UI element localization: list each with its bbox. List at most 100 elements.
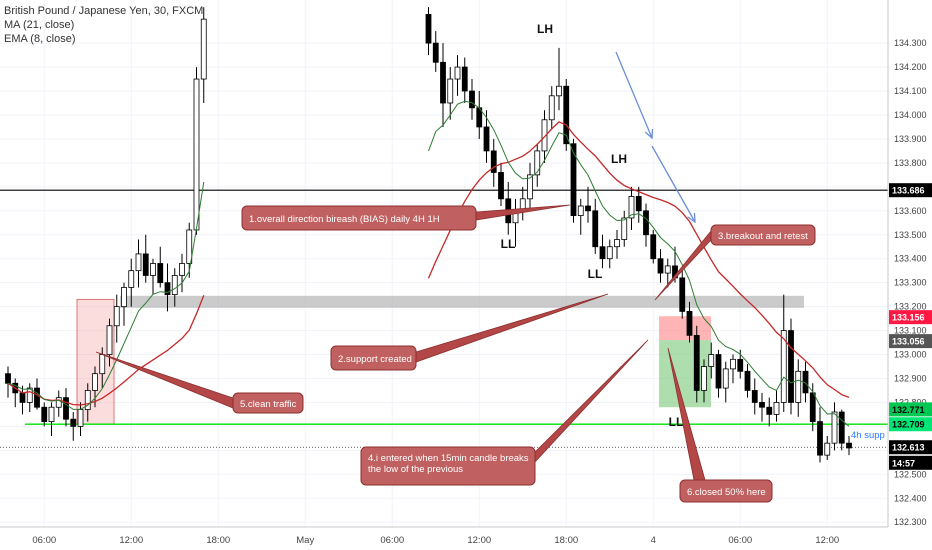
candle-body (788, 330, 794, 403)
candle-body (70, 418, 77, 427)
x-tick-label: 12:00 (119, 535, 143, 546)
candle-body (157, 263, 164, 284)
candle-body (722, 368, 729, 389)
candle-body (715, 354, 722, 389)
price-tag: 132.613 (889, 440, 932, 455)
price-tag: 132.771 (889, 402, 932, 417)
candle-body (548, 95, 555, 121)
price-tag: 133.056 (889, 334, 932, 349)
x-tick-label: 06:00 (380, 535, 404, 546)
candle-body (193, 78, 200, 231)
candle-body (686, 311, 693, 336)
candle-body (585, 205, 591, 212)
price-tag: 133.686 (889, 183, 932, 198)
price-tag: 14:57 (889, 455, 932, 470)
annotation-text: 4.i entered when 15min candle breaks the … (368, 453, 529, 475)
annotation-box (360, 446, 536, 486)
trend-arrow-head (644, 128, 654, 140)
candle-body (606, 246, 613, 260)
candle-body (831, 411, 838, 444)
candle-body (817, 421, 823, 456)
zones (76, 295, 804, 425)
price-tag-text: 133.156 (892, 313, 925, 323)
x-tick-label: 4 (651, 535, 656, 546)
candle-body (92, 373, 98, 391)
candle-body (77, 409, 84, 427)
candle-body (432, 42, 439, 63)
candle-body (454, 66, 461, 80)
price-tag-text: 133.686 (892, 186, 925, 196)
ema8-line (7, 181, 205, 410)
candle-body (179, 263, 185, 276)
candle-body (693, 334, 700, 391)
candle-body (490, 150, 497, 173)
candle-body (679, 277, 686, 312)
candle-body (751, 390, 758, 403)
candle-body (150, 263, 156, 276)
annotation-2: 2.support created (330, 293, 609, 371)
y-tick-label: 134.100 (894, 86, 927, 96)
y-tick-label: 134.200 (894, 62, 927, 72)
ma21-line (427, 121, 850, 399)
y-tick-label: 133.300 (894, 278, 927, 288)
swing-label: LL (501, 237, 516, 251)
candle-body (737, 358, 744, 372)
candle-body (643, 210, 649, 236)
candle-body (164, 282, 171, 296)
candle-body (563, 85, 570, 145)
candle-body (744, 370, 751, 391)
candle-body (534, 150, 541, 176)
legend-ema: EMA (8, close) (4, 33, 76, 45)
candle-body (838, 411, 845, 444)
price-tag-bg (889, 417, 932, 432)
candle-body (570, 143, 577, 216)
annotation-3: 3.breakout and retest (654, 224, 816, 301)
price-tag-bg (889, 334, 932, 349)
time-axis: 06:00 12:00 18:00 May 06:00 12:00 18:00 4 06:00 1… (0, 526, 888, 546)
annotation-1: 1.overall direction bireash (BIAS) daily… (241, 204, 571, 231)
trend-arrow (651, 145, 696, 223)
x-tick-label: 06:00 (728, 535, 752, 546)
annotation-text: 5.clean traffic (240, 399, 297, 410)
candle-body (556, 85, 562, 97)
x-tick-label: 12:00 (467, 535, 491, 546)
candle-body (63, 397, 69, 420)
candle-body (440, 61, 446, 104)
swing-label: LH (537, 22, 553, 36)
price-tag-bg (889, 310, 932, 325)
candle-body (780, 330, 787, 403)
y-tick-label: 133.200 (894, 302, 927, 312)
moving-averages (7, 100, 850, 427)
chart-legend: British Pound / Japanese Yen, 30, FXCM M… (4, 4, 203, 46)
trend-arrow-head (687, 212, 696, 224)
price-tag-bg (889, 440, 932, 455)
annotation-6: 6.closed 50% here (667, 347, 773, 503)
annotation-pointer (95, 351, 234, 409)
y-tick-label: 132.900 (894, 373, 927, 383)
candle-body (200, 18, 207, 80)
annotation-text: 1.overall direction bireash (BIAS) daily… (249, 214, 440, 225)
candle-body (701, 366, 707, 391)
price-tag: 132.709 (889, 417, 932, 432)
candle-body (55, 397, 62, 408)
candle-body (106, 325, 113, 355)
y-tick-label: 133.100 (894, 326, 927, 336)
x-tick-label: 18:00 (554, 535, 578, 546)
price-tag-text: 132.709 (892, 420, 925, 430)
swing-label: LH (611, 152, 627, 166)
candle-body (592, 210, 599, 248)
price-tag-text: 132.613 (892, 443, 925, 453)
price-tag-bg (889, 455, 932, 470)
price-tag-bg (889, 402, 932, 417)
annotation-pointer (534, 339, 649, 464)
y-tick-label: 132.300 (894, 517, 927, 527)
candle-body (99, 354, 106, 375)
candle-body (824, 442, 831, 456)
annotation-text: 3.breakout and retest (718, 231, 808, 242)
candle-body (34, 387, 40, 408)
candle-body (657, 258, 664, 274)
candle-body (650, 234, 657, 260)
y-tick-label: 133.000 (894, 350, 927, 360)
candle-body (809, 392, 816, 423)
